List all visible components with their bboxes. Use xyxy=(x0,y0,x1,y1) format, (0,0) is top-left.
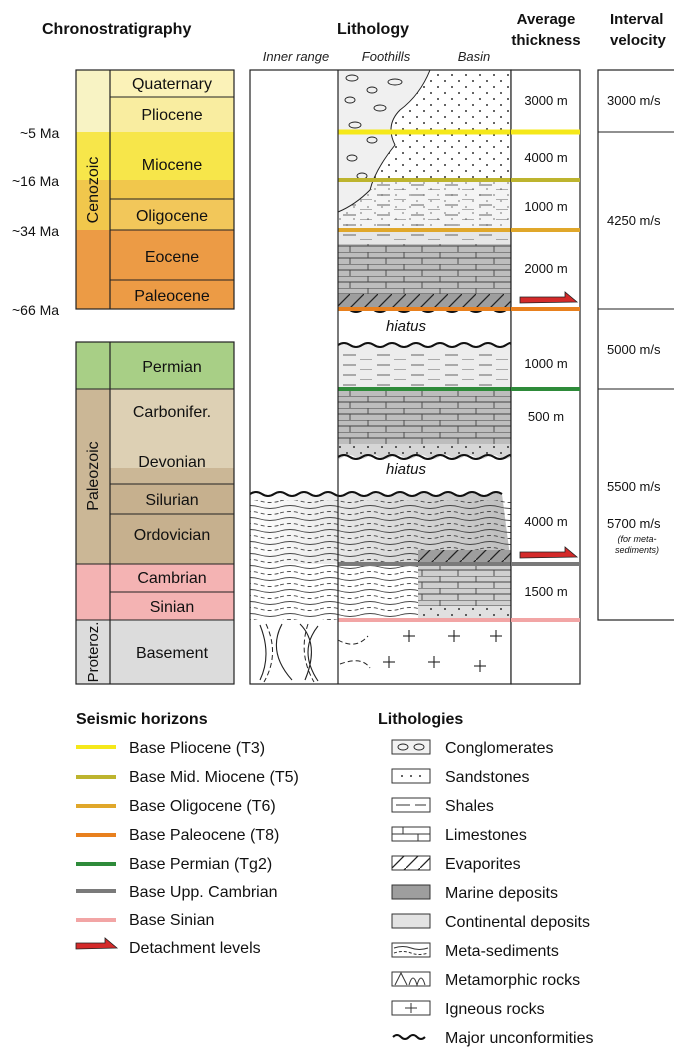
igneous-swatch-icon xyxy=(391,1000,431,1016)
period-carbonifer: Carbonifer. xyxy=(133,404,211,421)
era-cenozoic: Cenozoic xyxy=(85,157,102,224)
thickness-header-2: thickness xyxy=(511,32,580,49)
period-pliocene: Pliocene xyxy=(141,107,202,124)
hiatus-upper: hiatus xyxy=(386,318,427,335)
period-paleocene: Paleocene xyxy=(134,288,210,305)
age-5ma: ~5 Ma xyxy=(20,125,60,141)
litho-label-1: Conglomerates xyxy=(445,740,554,757)
conglomerate-swatch-icon xyxy=(391,739,431,755)
chrono-header: Chronostratigraphy xyxy=(42,21,191,38)
thickness-column xyxy=(510,69,581,685)
litho-label-3: Shales xyxy=(445,798,494,815)
lithology-column xyxy=(249,69,513,685)
metasediment-swatch-icon xyxy=(391,942,431,958)
sub-basin: Basin xyxy=(458,49,491,64)
unconformity-swatch-icon xyxy=(392,1034,426,1040)
thickness-5: 1000 m xyxy=(524,356,567,371)
hiatus-lower: hiatus xyxy=(386,461,427,478)
period-oligocene: Oligocene xyxy=(136,208,208,225)
litho-label-5: Evaporites xyxy=(445,856,521,873)
detachment-arrow-upper xyxy=(519,291,579,304)
detachment-arrow-lower xyxy=(519,546,579,559)
sub-foothills: Foothills xyxy=(362,49,411,64)
metamorphic-swatch-icon xyxy=(391,971,431,987)
litho-label-8: Meta-sediments xyxy=(445,943,559,960)
legend-horizons-title: Seismic horizons xyxy=(76,711,208,728)
thickness-1: 3000 m xyxy=(524,93,567,108)
sandstone-swatch-icon xyxy=(391,768,431,784)
thickness-header-1: Average xyxy=(517,11,576,28)
evaporite-swatch-icon xyxy=(391,855,431,871)
thickness-8: 1500 m xyxy=(524,584,567,599)
sub-inner-range: Inner range xyxy=(263,49,330,64)
legend-litho-swatches xyxy=(391,739,431,1040)
era-proterozoic: Proteroz. xyxy=(85,622,102,683)
age-66ma: ~66 Ma xyxy=(12,302,59,318)
velocity-1: 3000 m/s xyxy=(607,93,661,108)
horizon-label-8: Detachment levels xyxy=(129,940,261,957)
thickness-6: 500 m xyxy=(528,409,564,424)
shale-swatch-icon xyxy=(391,797,431,813)
litho-label-9: Metamorphic rocks xyxy=(445,972,580,989)
continental-swatch-icon xyxy=(391,913,431,929)
horizon-label-6: Base Upp. Cambrian xyxy=(129,884,278,901)
litho-header: Lithology xyxy=(337,21,409,38)
velocity-4: 5500 m/s xyxy=(607,479,661,494)
velocity-2: 4250 m/s xyxy=(607,213,661,228)
age-34ma: ~34 Ma xyxy=(12,223,59,239)
velocity-header-1: Interval xyxy=(610,11,663,28)
period-cambrian: Cambrian xyxy=(137,570,206,587)
period-eocene: Eocene xyxy=(145,249,199,266)
horizon-label-4: Base Paleocene (T8) xyxy=(129,827,279,844)
litho-label-11: Major unconformities xyxy=(445,1030,594,1047)
velocity-note-2: sediments) xyxy=(615,545,659,555)
period-miocene: Miocene xyxy=(142,157,203,174)
litho-label-4: Limestones xyxy=(445,827,527,844)
paleozoic-block xyxy=(75,341,235,685)
period-ordovician: Ordovician xyxy=(134,527,210,544)
era-paleozoic: Paleozoic xyxy=(85,441,102,510)
litho-label-10: Igneous rocks xyxy=(445,1001,545,1018)
horizon-label-1: Base Pliocene (T3) xyxy=(129,740,265,757)
legend-litho-title: Lithologies xyxy=(378,711,463,728)
limestone-swatch-icon xyxy=(391,826,431,842)
thickness-7: 4000 m xyxy=(524,514,567,529)
litho-label-6: Marine deposits xyxy=(445,885,558,902)
horizon-label-3: Base Oligocene (T6) xyxy=(129,798,276,815)
litho-label-7: Continental deposits xyxy=(445,914,590,931)
thickness-3: 1000 m xyxy=(524,199,567,214)
detachment-swatch xyxy=(75,937,119,950)
velocity-column xyxy=(597,69,674,621)
period-devonian: Devonian xyxy=(138,454,206,471)
velocity-header-2: velocity xyxy=(610,32,667,49)
age-16ma: ~16 Ma xyxy=(12,173,59,189)
litho-label-2: Sandstones xyxy=(445,769,530,786)
marine-swatch-icon xyxy=(391,884,431,900)
thickness-2: 4000 m xyxy=(524,150,567,165)
horizon-label-7: Base Sinian xyxy=(129,912,214,929)
legend-horizons xyxy=(75,745,119,950)
period-quaternary: Quaternary xyxy=(132,76,212,93)
cenozoic-block xyxy=(75,69,235,310)
period-basement: Basement xyxy=(136,645,209,662)
velocity-3: 5000 m/s xyxy=(607,342,661,357)
thickness-4: 2000 m xyxy=(524,261,567,276)
velocity-note-1: (for meta- xyxy=(617,534,656,544)
period-silurian: Silurian xyxy=(145,492,198,509)
horizon-label-2: Base Mid. Miocene (T5) xyxy=(129,769,299,786)
horizon-label-5: Base Permian (Tg2) xyxy=(129,856,272,873)
period-sinian: Sinian xyxy=(150,599,194,616)
period-permian: Permian xyxy=(142,359,202,376)
velocity-5: 5700 m/s xyxy=(607,516,661,531)
